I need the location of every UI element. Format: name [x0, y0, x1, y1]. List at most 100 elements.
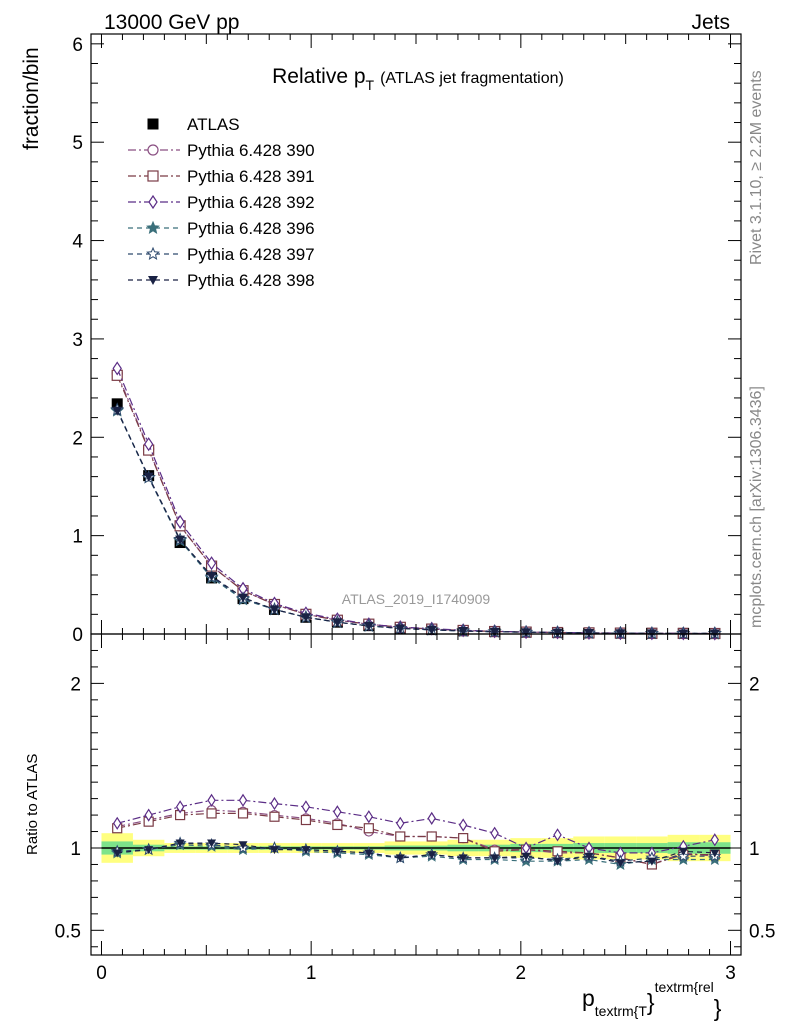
ratio-point-5-12 — [490, 854, 500, 863]
svg-text:Relative pT(ATLAS jet fragment: Relative pT (ATLAS jet fragmentation) — [272, 65, 564, 93]
x-axis-label-main: p — [582, 985, 595, 1011]
main-y-tick-label: 6 — [72, 35, 83, 56]
legend-label-5: Pythia 6.428 397 — [187, 245, 315, 264]
ratio-point-5-3 — [207, 839, 217, 848]
ratio-point-5-8 — [364, 849, 374, 858]
ratio-y-tick-label: 0.5 — [55, 921, 81, 942]
ratio-point-1-8 — [363, 823, 374, 834]
ratio-point-2-5 — [270, 796, 279, 811]
ratio-panel: 0.5 0.5 1 1 2 2 0 1 2 3 Ratio to ATLAS ptextrm{T}… — [24, 633, 775, 1021]
ratio-point-2-14 — [553, 828, 562, 842]
legend: ATLAS Pythia 6.428 390 Pythia 6.428 391 Pyt… — [128, 115, 315, 290]
legend-marker-3 — [148, 194, 158, 210]
ratio-point-2-4 — [238, 793, 248, 807]
ratio-series-2 — [112, 793, 720, 860]
ratio-point-1-6 — [300, 814, 312, 826]
ratio-point-5-9 — [395, 854, 405, 863]
main-plot-layer — [110, 361, 722, 641]
ratio-series-line-1 — [117, 812, 715, 866]
main-title-suffix: (ATLAS jet fragmentation) — [380, 70, 564, 87]
main-point-6-2 — [175, 535, 186, 545]
main-point-6-6 — [300, 613, 311, 623]
legend-marker-6 — [148, 276, 158, 285]
main-y-tick-label: 2 — [72, 428, 83, 449]
ratio-point-1-10 — [426, 831, 437, 842]
main-panel: 0 1 2 3 4 5 6 ATLAS_2019_I1740909 fraction/bin… — [20, 33, 742, 646]
ratio-x-tick-label: 1 — [306, 963, 317, 984]
legend-marker-0 — [147, 118, 159, 130]
ratio-point-2-3 — [207, 793, 216, 807]
ratio-point-2-10 — [427, 811, 436, 825]
ratio-point-2-12 — [490, 826, 499, 840]
ratio-x-tick-label: 2 — [516, 963, 527, 984]
legend-entry-4: Pythia 6.428 396 — [128, 219, 315, 238]
ratio-x-tick-label: 3 — [725, 963, 736, 984]
main-y-tick-label: 5 — [72, 133, 83, 154]
main-y-tick-label: 3 — [72, 330, 83, 351]
legend-label-4: Pythia 6.428 396 — [187, 219, 315, 238]
x-axis-label-superscript: textrm{rel — [655, 979, 714, 995]
main-y-tick-label: 1 — [72, 527, 83, 548]
main-title-subscript: T — [366, 77, 375, 93]
main-point-6-5 — [269, 605, 280, 615]
mcplots-side-label: mcplots.cern.ch [arXiv:1306.3436] — [748, 386, 765, 628]
ratio-point-2-2 — [175, 800, 185, 814]
main-point-6-11 — [458, 626, 469, 636]
ratio-point-2-11 — [458, 818, 468, 832]
main-point-6-8 — [363, 621, 374, 631]
ratio-point-5-17 — [647, 857, 657, 866]
ratio-point-5-7 — [332, 847, 342, 856]
main-y-tick-label: 4 — [72, 232, 83, 253]
legend-label-2: Pythia 6.428 391 — [187, 167, 315, 186]
legend-label-6: Pythia 6.428 398 — [187, 271, 315, 290]
ratio-point-5-15 — [584, 852, 594, 861]
main-point-6-9 — [395, 624, 406, 634]
header-right-label: Jets — [691, 11, 730, 34]
ratio-point-1-7 — [332, 819, 343, 831]
legend-marker-4 — [146, 220, 160, 234]
main-title-text: Relative p — [272, 65, 365, 88]
svg-text:ptextrm{T}textrm{rel}: ptextrm{T}textrm{rel} — [582, 979, 722, 1021]
main-point-6-1 — [143, 472, 154, 482]
legend-entry-3: Pythia 6.428 392 — [128, 193, 315, 212]
legend-marker-5 — [146, 246, 160, 260]
ratio-point-2-9 — [396, 816, 405, 830]
ratio-frame — [90, 633, 742, 956]
legend-entry-0: ATLAS — [147, 115, 240, 134]
main-point-6-0 — [112, 406, 123, 416]
ratio-point-5-13 — [521, 852, 531, 861]
ratio-y-axis-label: Ratio to ATLAS — [24, 754, 41, 855]
legend-entry-6: Pythia 6.428 398 — [128, 271, 315, 290]
ratio-point-2-7 — [333, 805, 342, 819]
ratio-y-tick-label-right: 1 — [749, 839, 760, 860]
ratio-axes: 0.5 0.5 1 1 2 2 0 1 2 3 — [55, 634, 775, 984]
ratio-y-tick-label: 2 — [70, 674, 81, 695]
main-point-3-3 — [206, 556, 217, 571]
main-point-3-0 — [112, 361, 122, 376]
ratio-point-1-11 — [458, 833, 469, 844]
ratio-point-5-19 — [710, 849, 720, 858]
ratio-point-2-19 — [710, 833, 720, 847]
main-point-6-13 — [521, 628, 532, 638]
ratio-point-5-0 — [112, 849, 122, 858]
legend-marker-1 — [147, 144, 159, 156]
ratio-point-5-6 — [301, 846, 311, 855]
ratio-point-5-1 — [144, 846, 154, 855]
legend-label-0: ATLAS — [187, 115, 240, 134]
main-point-6-3 — [206, 571, 217, 581]
legend-label-3: Pythia 6.428 392 — [187, 193, 315, 212]
ratio-point-5-2 — [175, 839, 185, 848]
ratio-point-1-4 — [237, 808, 249, 819]
main-point-3-2 — [175, 514, 185, 529]
ratio-point-5-18 — [678, 847, 688, 856]
legend-label-1: Pythia 6.428 390 — [187, 141, 315, 160]
main-title: Relative pT (ATLAS jet fragmentation) — [272, 65, 564, 93]
ratio-point-5-10 — [427, 851, 437, 860]
ratio-series-line-5 — [117, 842, 715, 864]
ratio-point-1-3 — [206, 808, 217, 819]
header-left-label: 13000 GeV pp — [104, 11, 239, 34]
ratio-series-line-2 — [117, 799, 715, 854]
ratio-plot-layer — [101, 793, 731, 870]
ratio-point-5-4 — [238, 841, 248, 850]
